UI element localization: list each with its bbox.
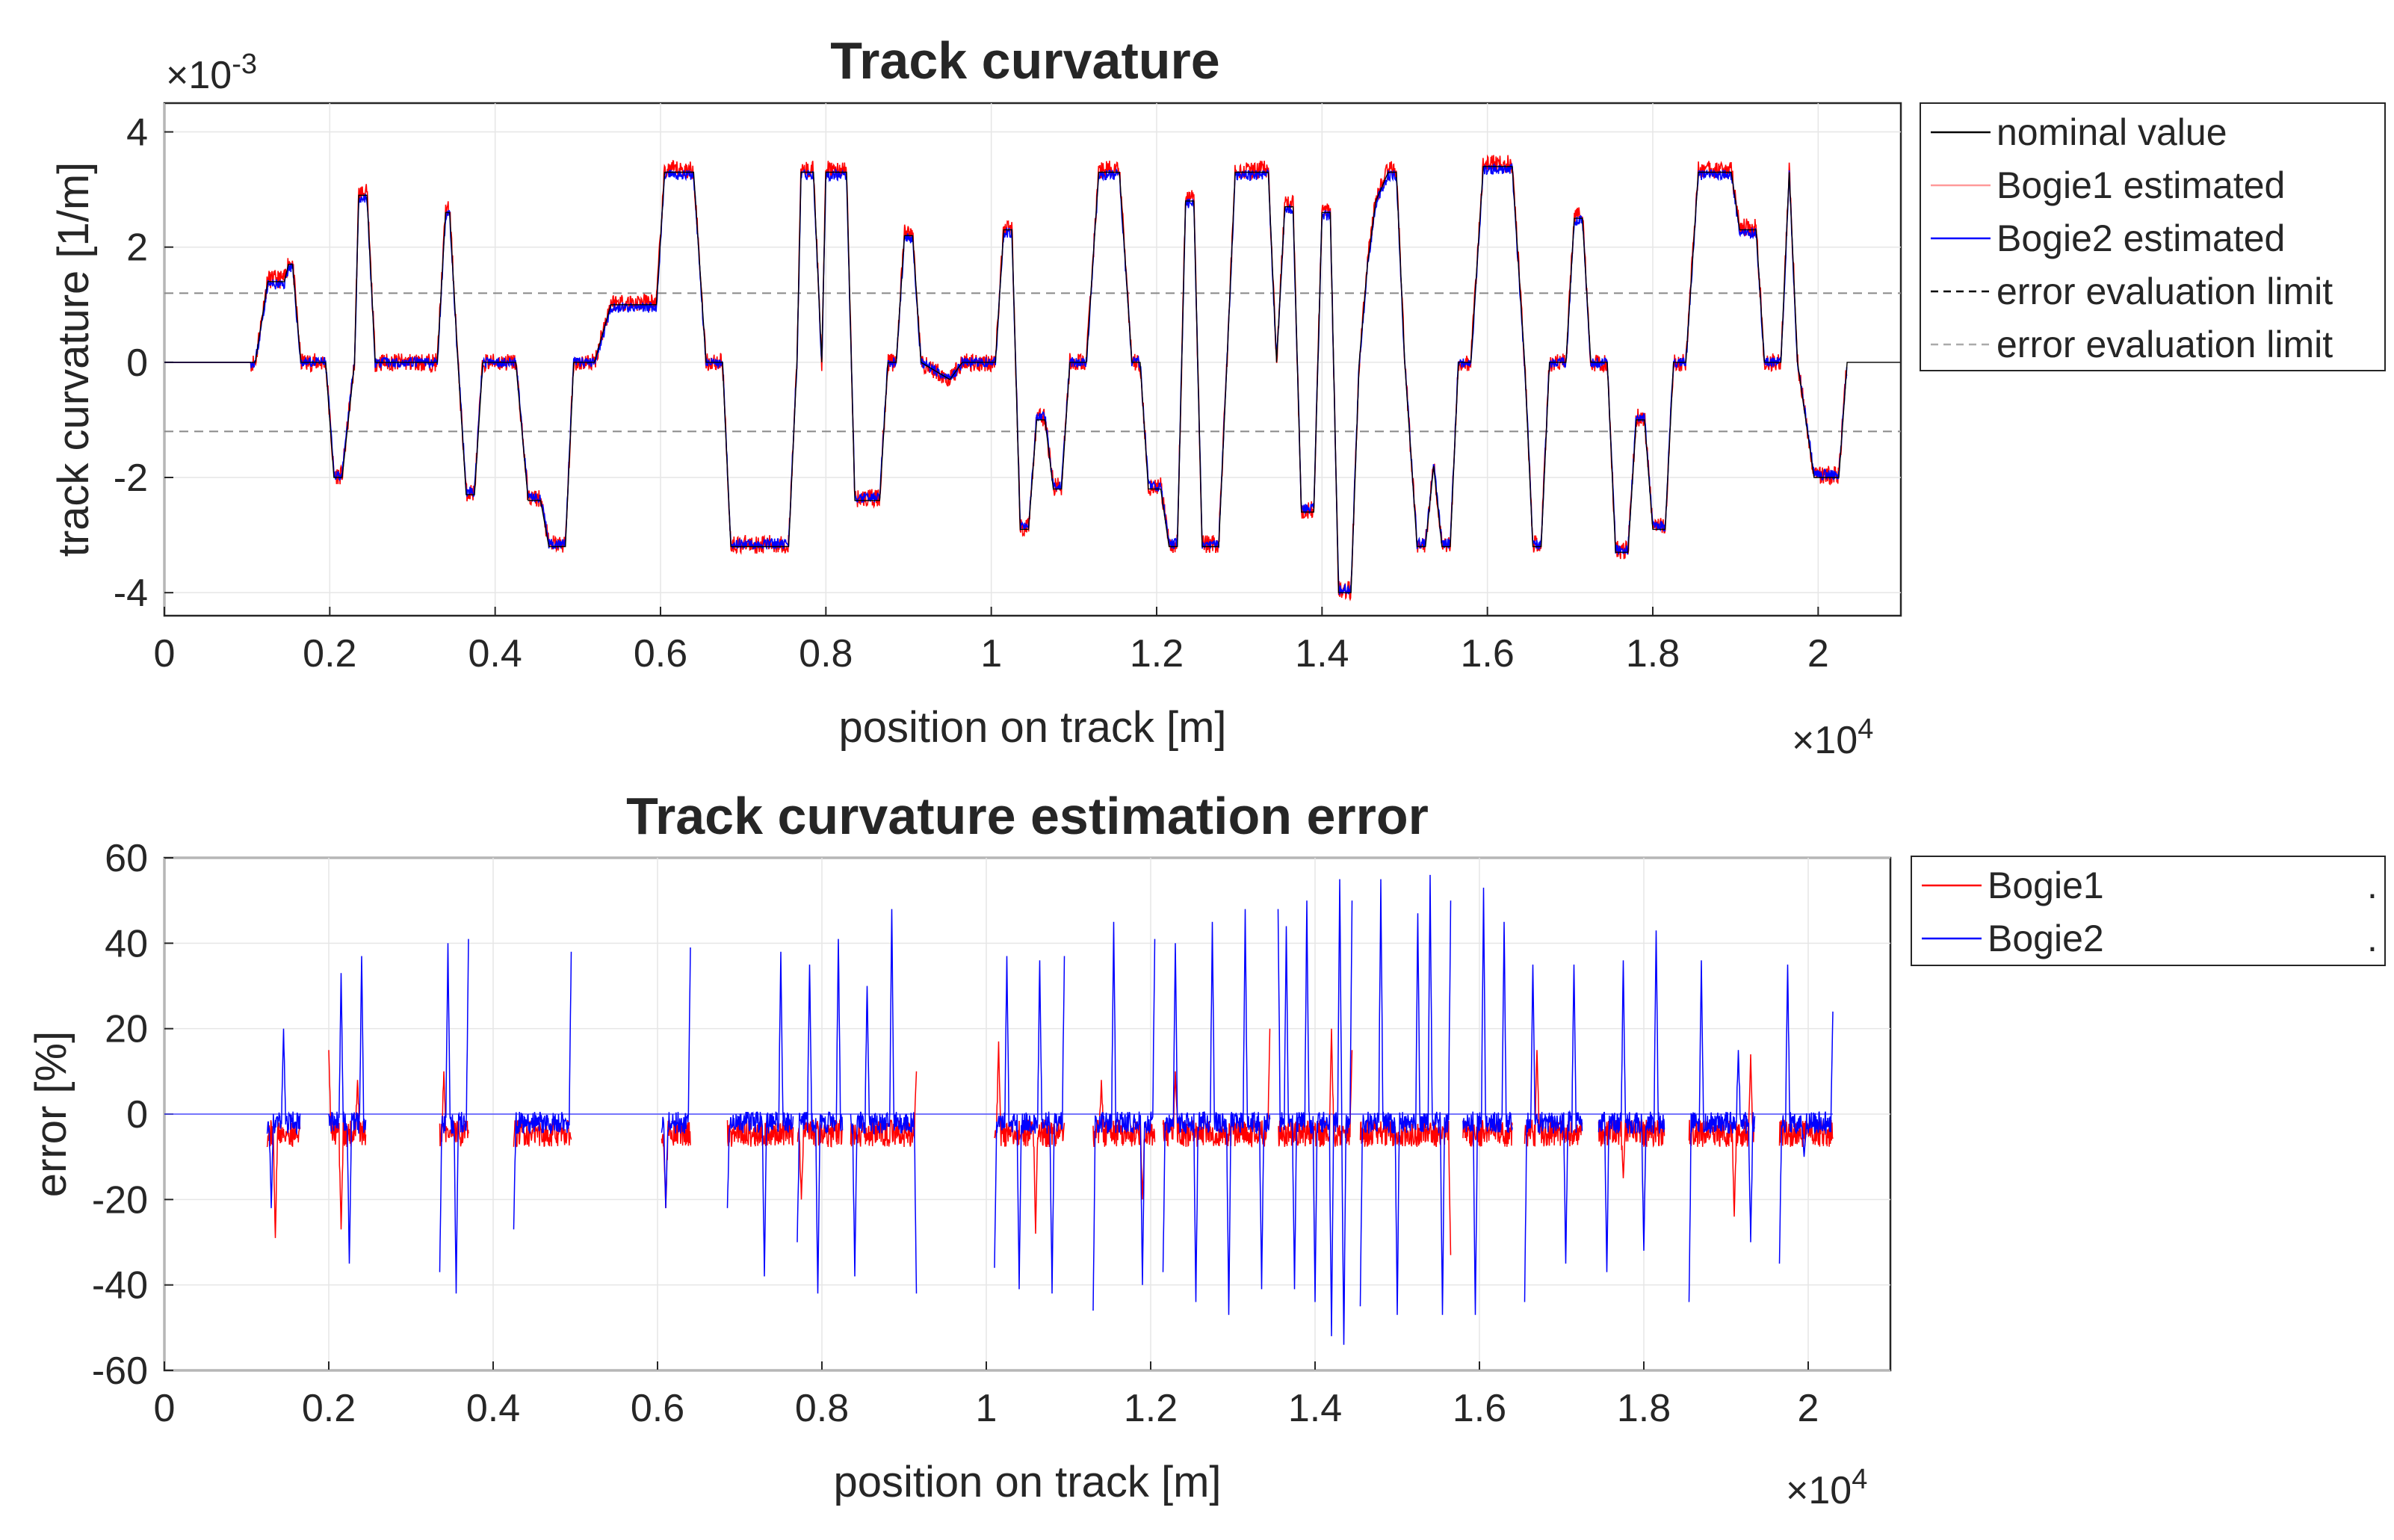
error-chart-panel: 0 0.2 0.4 0.6 0.8 1 1.2 1.4 1.6 1.8 2 -60 -40 -20 0 20… bbox=[27, 787, 2386, 1512]
error-x-tick-label: 0.6 bbox=[631, 1387, 684, 1430]
error-x-tick-label: 1.2 bbox=[1124, 1387, 1178, 1430]
legend-dot-bogie1: . bbox=[2367, 865, 2378, 906]
error-x-tick-label: 1.4 bbox=[1288, 1387, 1342, 1430]
series-nominal-value bbox=[164, 166, 1901, 593]
error-y-tick-label: 60 bbox=[105, 837, 148, 880]
curvature-y-exponent: ×10-3 bbox=[166, 49, 257, 97]
curvature-y-tick-label: -4 bbox=[114, 572, 148, 615]
curvature-x-tick-label: 1.6 bbox=[1461, 632, 1515, 675]
error-x-tick-label: 0.4 bbox=[466, 1387, 520, 1430]
error-x-exponent: ×104 bbox=[1786, 1464, 1867, 1512]
curvature-x-tick-label: 1.2 bbox=[1130, 632, 1184, 675]
legend-label-limit-black: error evaluation limit bbox=[1996, 270, 2333, 312]
curvature-series bbox=[164, 154, 1901, 602]
error-series bbox=[164, 874, 1834, 1345]
error-x-tick-label: 1.6 bbox=[1453, 1387, 1506, 1430]
error-y-tick-labels: -60 -40 -20 0 20 40 60 bbox=[92, 837, 148, 1393]
curvature-y-tick-label: -2 bbox=[114, 457, 148, 500]
error-chart-title: Track curvature estimation error bbox=[626, 787, 1429, 845]
curvature-x-tick-labels: 0 0.2 0.4 0.6 0.8 1 1.2 1.4 1.6 1.8 2 bbox=[154, 632, 1829, 675]
legend-label-bogie2: Bogie2 bbox=[1988, 918, 2104, 959]
curvature-chart-panel: 0 0.2 0.4 0.6 0.8 1 1.2 1.4 1.6 1.8 2 -4 -2 0 2 4 Trac… bbox=[49, 31, 2386, 762]
curvature-x-tick-label: 1.8 bbox=[1626, 632, 1680, 675]
error-y-tick-label: -20 bbox=[92, 1178, 148, 1222]
error-x-tick-label: 1 bbox=[976, 1387, 998, 1430]
error-x-axis-label: position on track [m] bbox=[834, 1458, 1222, 1506]
curvature-x-tick-label: 2 bbox=[1807, 632, 1829, 675]
curvature-x-tick-label: 0.8 bbox=[799, 632, 853, 675]
error-y-tick-label: 0 bbox=[126, 1093, 148, 1137]
curvature-x-tick-label: 1.4 bbox=[1295, 632, 1349, 675]
error-y-tick-label: 20 bbox=[105, 1008, 148, 1051]
error-x-tick-label: 2 bbox=[1798, 1387, 1819, 1430]
curvature-x-tick-label: 1 bbox=[980, 632, 1002, 675]
error-y-tick-label: -40 bbox=[92, 1264, 148, 1308]
legend-label-bogie1-estimated: Bogie1 estimated bbox=[1996, 164, 2285, 206]
error-legend-box bbox=[1911, 856, 2386, 966]
error-x-tick-label: 1.8 bbox=[1617, 1387, 1671, 1430]
error-x-tick-label: 0 bbox=[154, 1387, 176, 1430]
error-legend: Bogie1 . Bogie2 . bbox=[1911, 856, 2386, 966]
error-x-tick-label: 0.8 bbox=[795, 1387, 849, 1430]
curvature-x-axis-label: position on track [m] bbox=[839, 703, 1227, 752]
curvature-chart-title: Track curvature bbox=[830, 31, 1219, 90]
legend-label-nominal: nominal value bbox=[1996, 111, 2227, 153]
error-y-axis-label: error [%] bbox=[27, 1031, 75, 1197]
curvature-y-tick-label: 0 bbox=[126, 341, 148, 385]
curvature-legend-box bbox=[1920, 102, 2386, 371]
curvature-y-tick-label: 4 bbox=[126, 111, 148, 155]
curvature-x-tick-label: 0.2 bbox=[303, 632, 356, 675]
curvature-x-exponent: ×104 bbox=[1792, 714, 1873, 762]
curvature-plot-area bbox=[163, 102, 1902, 617]
legend-label-bogie1: Bogie1 bbox=[1988, 865, 2104, 906]
error-y-tick-label: 40 bbox=[105, 922, 148, 965]
legend-dot-bogie2: . bbox=[2367, 918, 2378, 959]
error-x-tick-label: 0.2 bbox=[302, 1387, 356, 1430]
curvature-x-tick-label: 0 bbox=[154, 632, 176, 675]
curvature-y-tick-label: 2 bbox=[126, 226, 148, 270]
legend-label-bogie2-estimated: Bogie2 estimated bbox=[1996, 217, 2285, 259]
curvature-y-tick-labels: -4 -2 0 2 4 bbox=[114, 111, 148, 616]
legend-label-limit-grey: error evaluation limit bbox=[1996, 324, 2333, 365]
error-x-tick-labels: 0 0.2 0.4 0.6 0.8 1 1.2 1.4 1.6 1.8 2 bbox=[154, 1387, 1819, 1430]
series-bogie2-error bbox=[266, 874, 1834, 1345]
error-y-tick-label: -60 bbox=[92, 1349, 148, 1393]
curvature-x-tick-label: 0.4 bbox=[468, 632, 522, 675]
curvature-x-tick-label: 0.6 bbox=[634, 632, 687, 675]
curvature-y-axis-label: track curvature [1/m] bbox=[49, 162, 98, 557]
curvature-legend: nominal value Bogie1 estimated Bogie2 es… bbox=[1920, 102, 2386, 371]
